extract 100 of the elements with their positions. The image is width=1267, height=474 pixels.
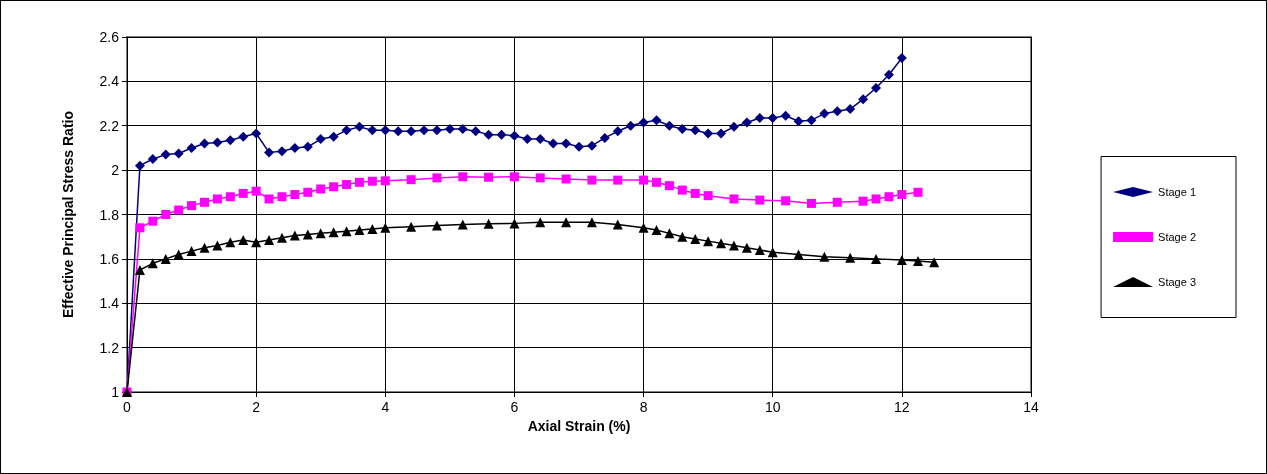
point bbox=[754, 245, 765, 255]
point bbox=[703, 191, 713, 201]
y-axis-title: Effective Principal Stress Ratio bbox=[60, 111, 76, 318]
point bbox=[342, 180, 352, 190]
point bbox=[406, 221, 417, 232]
point bbox=[199, 242, 210, 253]
x-tick-label: 2 bbox=[252, 399, 261, 415]
point bbox=[238, 188, 248, 198]
point bbox=[913, 256, 923, 267]
point bbox=[716, 238, 727, 249]
point bbox=[276, 232, 287, 243]
point bbox=[186, 246, 197, 257]
point bbox=[432, 173, 442, 183]
point bbox=[329, 182, 339, 192]
x-tick-label: 12 bbox=[894, 399, 910, 415]
x-tick-label: 10 bbox=[764, 399, 781, 415]
point bbox=[161, 210, 171, 219]
point bbox=[639, 175, 649, 185]
point bbox=[913, 187, 923, 197]
point bbox=[380, 176, 390, 186]
point bbox=[781, 196, 791, 206]
point bbox=[406, 175, 416, 185]
point bbox=[690, 188, 700, 198]
y-tick-label: 1.6 bbox=[99, 250, 120, 267]
point bbox=[871, 194, 881, 204]
y-tick-label: 1 bbox=[111, 384, 120, 400]
x-axis-title: Axial Strain (%) bbox=[527, 417, 631, 434]
point bbox=[483, 218, 494, 229]
legend-label: Stage 2 bbox=[1158, 231, 1196, 243]
point bbox=[832, 197, 842, 207]
point bbox=[677, 185, 687, 195]
legend-label: Stage 1 bbox=[1158, 186, 1196, 198]
point bbox=[380, 222, 391, 233]
point bbox=[484, 172, 494, 182]
y-tick-label: 1.8 bbox=[99, 206, 120, 223]
point bbox=[587, 175, 597, 185]
point bbox=[509, 218, 520, 229]
point bbox=[677, 231, 688, 242]
point bbox=[225, 237, 236, 248]
point bbox=[303, 187, 313, 197]
point bbox=[354, 225, 365, 236]
x-tick-label: 8 bbox=[639, 399, 648, 415]
point bbox=[315, 228, 326, 239]
point bbox=[251, 186, 261, 196]
point bbox=[316, 184, 326, 194]
point bbox=[302, 229, 313, 240]
point bbox=[187, 201, 197, 211]
point bbox=[290, 190, 300, 200]
point bbox=[160, 253, 171, 264]
point bbox=[871, 253, 882, 264]
point bbox=[858, 196, 868, 206]
point bbox=[638, 222, 649, 233]
point bbox=[535, 173, 545, 183]
point bbox=[793, 249, 804, 260]
point bbox=[225, 192, 235, 202]
point bbox=[651, 177, 661, 187]
point bbox=[458, 172, 468, 182]
point bbox=[251, 237, 262, 248]
point bbox=[897, 190, 907, 200]
point bbox=[806, 198, 816, 208]
point bbox=[703, 236, 714, 247]
point bbox=[367, 176, 377, 186]
point bbox=[509, 172, 519, 182]
point bbox=[845, 252, 856, 263]
point bbox=[664, 181, 674, 191]
point bbox=[728, 240, 739, 251]
point bbox=[431, 220, 442, 231]
point bbox=[328, 227, 339, 238]
point bbox=[755, 195, 765, 205]
y-tick-label: 1.2 bbox=[99, 339, 120, 356]
point bbox=[354, 177, 364, 187]
y-tick-label: 2.6 bbox=[99, 29, 120, 45]
y-tick-label: 2.2 bbox=[99, 117, 120, 134]
point bbox=[819, 251, 830, 262]
y-tick-label: 1.4 bbox=[99, 295, 120, 312]
point bbox=[341, 226, 352, 237]
point bbox=[586, 217, 597, 228]
point bbox=[147, 258, 158, 269]
point bbox=[174, 205, 184, 215]
y-tick-label: 2.4 bbox=[99, 73, 120, 90]
y-tick-label: 2 bbox=[111, 162, 120, 179]
point bbox=[729, 194, 739, 204]
point bbox=[535, 217, 546, 228]
point bbox=[457, 219, 468, 230]
point bbox=[884, 192, 894, 202]
point bbox=[929, 257, 940, 268]
point bbox=[135, 223, 145, 233]
point bbox=[561, 174, 571, 184]
point bbox=[612, 219, 623, 230]
x-tick-label: 6 bbox=[510, 399, 519, 415]
point bbox=[289, 230, 300, 241]
point bbox=[896, 254, 907, 265]
x-tick-label: 14 bbox=[1023, 399, 1039, 415]
legend-label: Stage 3 bbox=[1158, 276, 1196, 288]
x-tick-label: 0 bbox=[123, 399, 132, 415]
point bbox=[264, 235, 275, 246]
point bbox=[134, 264, 145, 275]
point bbox=[238, 235, 249, 246]
point bbox=[561, 217, 572, 228]
point bbox=[173, 249, 184, 260]
